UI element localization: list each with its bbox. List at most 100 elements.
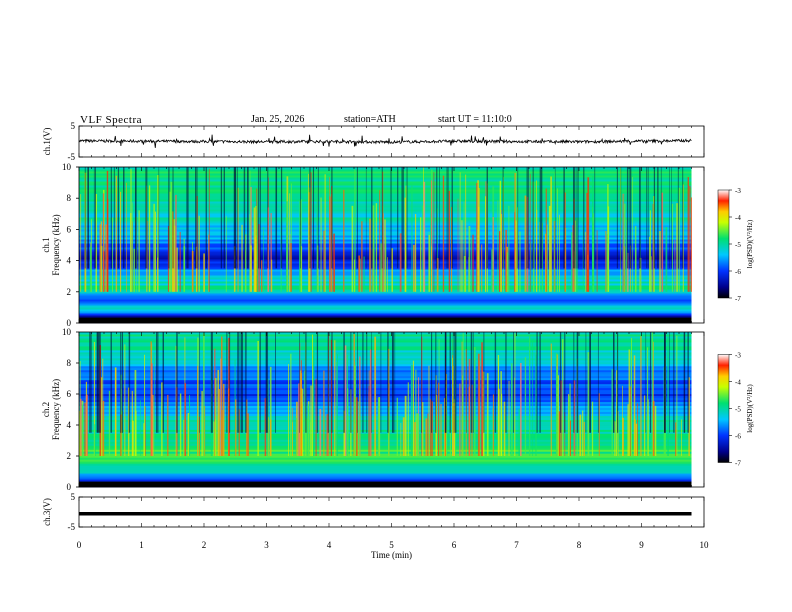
spectrogram-row (79, 473, 692, 476)
dark-streak (648, 167, 649, 269)
sferic-streak (562, 339, 564, 456)
sferic-streak (402, 417, 405, 456)
dark-streak (229, 332, 231, 433)
dark-streak (197, 167, 198, 269)
spectrogram-row (79, 393, 692, 397)
panel-frame-3 (78, 496, 705, 528)
y-tick-label: 5 (71, 121, 76, 131)
sferic-streak (463, 201, 465, 292)
dark-streak (237, 332, 238, 433)
sferic-streak (106, 170, 109, 292)
sferic-streak (380, 243, 383, 292)
colorbar-2 (717, 354, 730, 463)
sferic-streak (554, 173, 555, 292)
spectrogram-row (79, 315, 692, 318)
sferic-streak (629, 245, 631, 292)
sferic-streak (404, 197, 407, 292)
sferic-streak (653, 341, 654, 456)
sferic-streak (235, 399, 237, 456)
dark-streak (517, 167, 519, 269)
y-axis-label: ch.1(V) (42, 128, 52, 156)
sferic-streak (529, 336, 531, 456)
sferic-streak (564, 412, 566, 456)
spectrogram-row (79, 205, 692, 208)
sferic-streak (310, 172, 312, 292)
sferic-streak (492, 408, 494, 456)
sferic-streak (457, 198, 459, 292)
sferic-streak (132, 202, 133, 292)
dark-streak (233, 167, 235, 269)
dark-streak (451, 167, 453, 269)
dark-streak (128, 332, 131, 433)
y-tick-label: 10 (62, 162, 72, 172)
x-tick-label: 1 (139, 540, 144, 550)
sferic-streak (414, 214, 417, 292)
sferic-streak (82, 404, 84, 456)
dark-streak (98, 332, 100, 433)
sferic-streak (94, 424, 96, 456)
sferic-streak (459, 172, 461, 292)
dark-streak (371, 332, 372, 433)
sferic-streak (108, 390, 111, 456)
dark-streak (494, 332, 497, 433)
sferic-streak (385, 236, 387, 292)
sferic-streak (290, 243, 292, 292)
sferic-streak (510, 363, 513, 456)
sferic-streak (215, 378, 217, 456)
dark-streak (402, 167, 404, 269)
sferic-streak (646, 347, 649, 456)
x-tick-label: 7 (514, 540, 519, 550)
dark-streak (93, 167, 95, 269)
sferic-streak (114, 368, 117, 456)
sferic-streak (288, 364, 289, 456)
dark-streak (305, 332, 307, 433)
dark-streak (594, 167, 596, 269)
spectrogram-row (79, 417, 692, 420)
sferic-streak (99, 224, 102, 292)
spectrogram-row (79, 337, 692, 341)
spectrogram-row (79, 217, 692, 220)
sferic-streak (228, 337, 230, 456)
sferic-streak (476, 182, 478, 292)
sferic-streak (524, 357, 527, 456)
sferic-streak (428, 231, 430, 292)
sferic-streak (105, 224, 107, 292)
sferic-streak (80, 398, 82, 456)
sferic-streak (644, 395, 646, 456)
sferic-streak (148, 185, 151, 292)
sferic-streak (124, 344, 126, 456)
y-axis-label: ch.1 (41, 237, 51, 252)
spectrogram-row (79, 177, 692, 180)
sferic-streak (498, 388, 500, 456)
x-tick-label: 8 (577, 540, 582, 550)
sferic-streak (80, 194, 82, 292)
dark-streak (265, 332, 267, 433)
sferic-streak (102, 193, 104, 292)
spectrogram-row (79, 415, 692, 418)
sferic-streak (550, 343, 552, 456)
spectrogram-row (79, 429, 692, 432)
dark-streak (394, 332, 396, 433)
sferic-streak (84, 402, 86, 456)
spectrogram-row (79, 479, 692, 482)
sferic-streak (404, 395, 407, 456)
y-tick-label: 2 (67, 451, 72, 461)
sferic-streak (422, 402, 424, 456)
sferic-streak (624, 203, 626, 292)
dark-streak (195, 167, 197, 269)
sferic-streak (477, 353, 480, 456)
sferic-streak (130, 168, 132, 292)
spectrogram-row (79, 375, 692, 379)
dark-streak (505, 332, 507, 433)
sferic-streak (131, 390, 133, 456)
dark-streak (539, 167, 541, 269)
sferic-streak (250, 245, 252, 292)
sferic-streak (100, 377, 103, 456)
sferic-streak (329, 177, 330, 292)
colorbar-tick-label: -6 (735, 433, 741, 441)
spectrogram-row (79, 332, 692, 335)
spectrogram-row (79, 341, 692, 345)
dark-streak (390, 167, 392, 269)
sferic-streak (430, 399, 432, 456)
